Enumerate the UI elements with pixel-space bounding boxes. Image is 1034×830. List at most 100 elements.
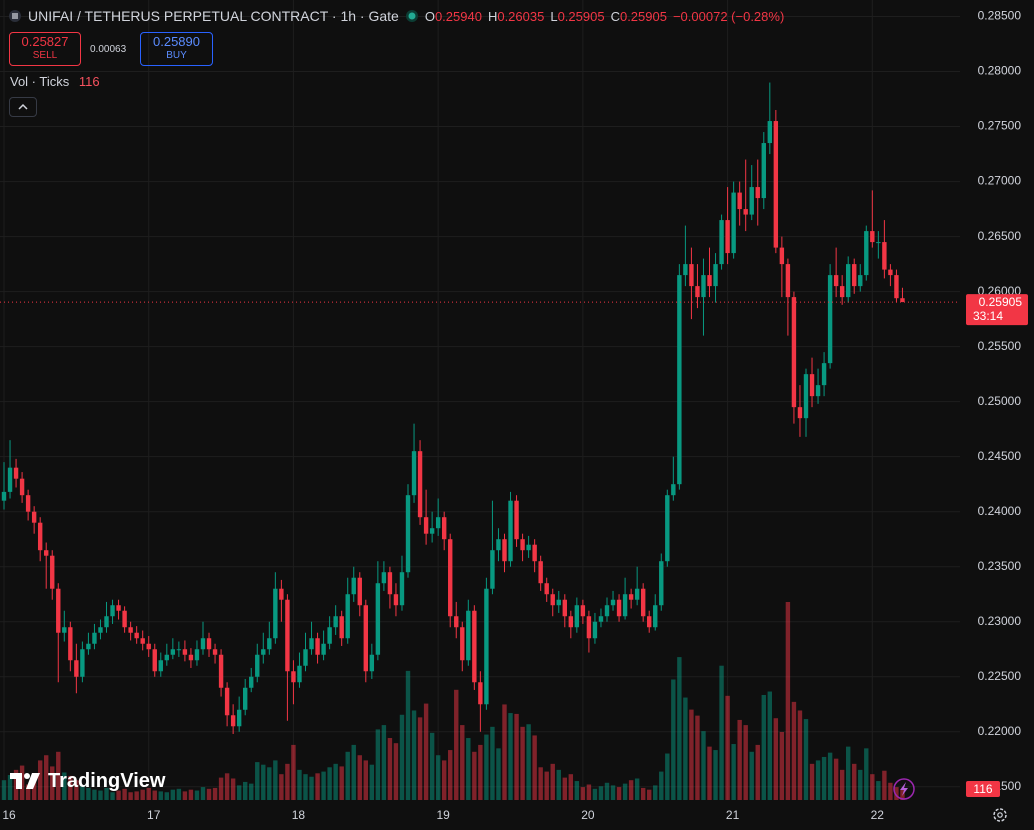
volume-bar (37, 760, 43, 800)
volume-bar (815, 760, 821, 800)
volume-bar (701, 731, 706, 800)
volume-bar (514, 713, 519, 800)
candle-body (333, 616, 338, 628)
candle-body (122, 610, 127, 628)
candle-body (68, 627, 73, 661)
candle-body (839, 286, 845, 298)
candle-body (647, 616, 652, 628)
candle-body (399, 572, 405, 606)
gear-outer (993, 808, 1007, 822)
chart-title: UNIFAI / TETHERUS PERPETUAL CONTRACT · 1… (28, 8, 399, 24)
volume-bar (755, 744, 760, 800)
volume-bar (490, 726, 495, 800)
candle-body (755, 187, 760, 199)
candle-body (888, 269, 893, 276)
volume-bar (255, 762, 260, 800)
volume-bar (435, 755, 441, 800)
candle-body (249, 676, 254, 688)
settings-button[interactable] (993, 808, 1007, 822)
volume-bar (381, 725, 387, 800)
volume-bar (339, 766, 344, 800)
candle-body (140, 638, 145, 644)
legend-value: 0.26035 (497, 8, 545, 24)
candle-body (37, 522, 43, 551)
candle-body (393, 594, 399, 606)
buy-button[interactable]: 0.25890 BUY (140, 32, 213, 66)
candle-body (538, 561, 543, 584)
volume-bar (773, 718, 779, 800)
collapse-button[interactable] (9, 97, 37, 117)
volume-bar (399, 714, 405, 800)
candle-body (25, 495, 31, 512)
candle-body (562, 599, 567, 617)
y-tick-label: 0.26500 (978, 229, 1022, 243)
volume-bar (665, 753, 670, 800)
volume-bar (140, 789, 145, 800)
x-tick-label: 16 (2, 808, 16, 822)
x-tick-label: 20 (581, 808, 595, 822)
candle-body (435, 517, 441, 529)
volume-bar (502, 704, 507, 800)
candle-body (1, 491, 7, 501)
candle-body (616, 599, 622, 617)
volume-bar (363, 760, 368, 800)
candle-body (146, 643, 151, 650)
volume-bar (375, 729, 381, 800)
candle-body (188, 654, 194, 661)
candle-body (478, 682, 483, 705)
lightning-button[interactable] (893, 778, 915, 800)
candle-body (267, 638, 272, 650)
candle-body (170, 649, 176, 655)
candle-body (363, 605, 368, 672)
candle-body (803, 374, 809, 419)
volume-bar (713, 750, 718, 800)
candle-body (243, 687, 248, 710)
volume-bar (737, 719, 742, 800)
candle-body (900, 298, 905, 303)
header: UNIFAI / TETHERUS PERPETUAL CONTRACT · 1… (8, 6, 784, 26)
volume-bar (785, 602, 791, 800)
candle-body (224, 687, 230, 716)
candle-body (182, 649, 188, 655)
candle-body (164, 654, 170, 661)
volume-bar (592, 788, 598, 800)
legend-key: C (610, 8, 620, 24)
candle-body (574, 605, 580, 628)
volume-tag (966, 781, 1000, 798)
candle-body (417, 451, 423, 518)
volume-bar (556, 769, 561, 800)
volume-bar (224, 773, 230, 800)
volume-bar (212, 787, 218, 800)
volume-bar (689, 709, 694, 800)
candle-body (152, 649, 157, 672)
candle-body (212, 649, 218, 655)
volume-bar (249, 783, 254, 800)
y-tick-label: 0.25500 (978, 339, 1022, 353)
volume-bar (303, 774, 308, 800)
candle-body (381, 572, 387, 584)
volume-bar (484, 734, 489, 800)
candle-body (405, 495, 411, 573)
countdown-label: 33:14 (973, 309, 1003, 323)
legend-value: 0.25905 (619, 8, 667, 24)
volume-bar (628, 780, 634, 800)
y-tick-label: 0.27500 (978, 119, 1022, 133)
candle-body (411, 451, 417, 496)
volume-bar (182, 791, 188, 800)
volume-bar (164, 792, 170, 800)
volume-bar (508, 713, 513, 800)
candle-body (779, 247, 785, 265)
sell-button[interactable]: 0.25827 SELL (9, 32, 81, 66)
volume-bar (357, 755, 362, 800)
volume-bar (677, 657, 682, 800)
candle-body (665, 495, 670, 562)
candle-body (532, 544, 537, 562)
volume-bar (496, 748, 501, 800)
volume-bar (25, 784, 31, 800)
volume-bar (695, 715, 700, 800)
volume-bar (616, 787, 622, 800)
y-tick-label: 0.22000 (978, 724, 1022, 738)
candle-body (761, 143, 766, 199)
volume-bar (580, 787, 586, 800)
